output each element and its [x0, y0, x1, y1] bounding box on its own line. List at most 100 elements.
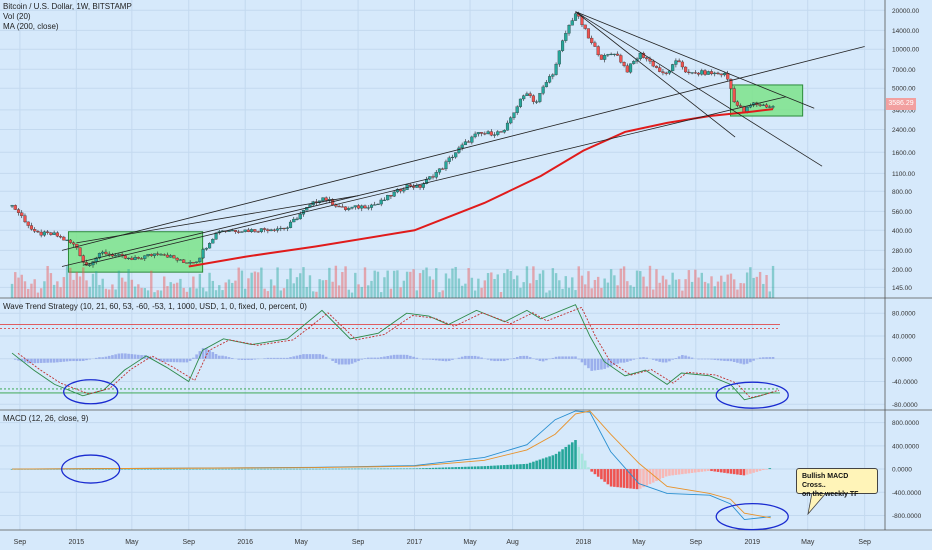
macd-histogram-bar	[493, 465, 496, 470]
volume-bar	[742, 283, 746, 298]
macd-annotation: Bullish MACD Cross.. on the weekly TF	[796, 468, 878, 498]
wt-momentum-bar	[52, 358, 56, 363]
macd-histogram-bar	[570, 442, 574, 470]
wt-momentum-bar	[344, 358, 347, 365]
candle-body	[431, 176, 435, 178]
volume-bar	[548, 290, 551, 298]
wt-momentum-bar	[710, 358, 713, 360]
volume-bar	[762, 283, 765, 298]
candle-body	[645, 57, 649, 60]
volume-bar	[405, 271, 409, 298]
volume-bar	[143, 288, 147, 298]
macd-histogram-bar	[538, 459, 542, 470]
volume-bar	[341, 272, 344, 298]
volume-bar	[522, 282, 525, 298]
legend-ma: MA (200, close)	[3, 22, 59, 31]
macd-histogram-bar	[298, 468, 302, 470]
volume-bar	[124, 281, 127, 298]
wt-momentum-bar	[632, 358, 636, 360]
volume-bar	[674, 279, 678, 298]
volume-bar	[713, 286, 716, 298]
macd-histogram-bar	[438, 467, 441, 470]
wt-momentum-bar	[172, 358, 176, 363]
macd-histogram-bar	[525, 463, 529, 470]
macd-histogram-bar	[243, 468, 247, 470]
wt-momentum-bar	[205, 348, 208, 359]
macd-histogram-bar	[399, 468, 402, 470]
x-tick-label: Sep	[690, 539, 703, 546]
macd-histogram-bar	[726, 469, 730, 474]
macd-histogram-bar	[153, 468, 156, 470]
candle-body	[505, 122, 510, 131]
macd-ellipse-2019	[715, 502, 789, 531]
volume-bar	[263, 288, 266, 298]
candle-body	[447, 157, 451, 162]
volume-bar	[311, 291, 315, 298]
wt-momentum-bar	[561, 356, 564, 359]
macd-histogram-bar	[661, 469, 665, 478]
wt-momentum-bar	[276, 357, 279, 359]
volume-bar	[266, 291, 270, 298]
candle-body	[172, 255, 176, 259]
volume-bar	[289, 268, 292, 298]
volume-bar	[490, 272, 493, 298]
macd-histogram-bar	[467, 466, 470, 470]
wt-momentum-bar	[85, 358, 88, 361]
wt-momentum-bar	[496, 358, 500, 362]
wt-tick-label: -80.0000	[892, 402, 918, 409]
wt-momentum-bar	[415, 357, 419, 359]
volume-bar	[286, 279, 289, 298]
volume-bar	[321, 280, 325, 298]
wt-momentum-bar	[13, 358, 17, 360]
wt-momentum-bar	[506, 358, 509, 361]
candle-body	[42, 231, 46, 236]
candle-body	[298, 213, 302, 220]
candle-body	[65, 239, 69, 241]
macd-histogram-bar	[81, 468, 85, 470]
macd-histogram-bar	[292, 468, 296, 470]
volume-bar	[107, 289, 111, 298]
volume-bar	[130, 279, 134, 298]
candle-body	[195, 261, 199, 263]
candle-body	[292, 218, 296, 223]
macd-histogram-bar	[583, 460, 587, 470]
wt-momentum-bar	[373, 357, 377, 359]
candle-body	[246, 229, 250, 233]
wt-momentum-bar	[606, 358, 610, 368]
volume-bar	[127, 269, 130, 298]
wt-momentum-bar	[645, 357, 649, 359]
wt-momentum-bar	[149, 357, 153, 359]
volume-bar	[383, 277, 386, 298]
volume-bar	[308, 275, 312, 298]
wt-momentum-bar	[46, 358, 49, 363]
candle-body	[470, 136, 474, 143]
volume-bar	[380, 292, 383, 298]
macd-histogram-bar	[350, 468, 354, 470]
wt-momentum-bar	[20, 358, 24, 362]
macd-histogram-bar	[587, 467, 590, 470]
wt-momentum-bar	[554, 356, 558, 359]
wt-momentum-bar	[535, 358, 538, 360]
volume-bar	[613, 275, 616, 298]
volume-bar	[493, 278, 496, 298]
wt-momentum-bar	[250, 358, 253, 360]
wt-momentum-bar	[723, 358, 726, 361]
macd-histogram-bar	[593, 469, 597, 475]
macd-histogram-bar	[107, 468, 111, 470]
volume-bar	[360, 286, 363, 298]
candle-body	[33, 229, 37, 232]
candle-body	[250, 229, 254, 233]
volume-bar	[208, 272, 211, 298]
candle-body	[758, 104, 762, 106]
candle-body	[386, 194, 390, 201]
volume-bar	[363, 267, 367, 298]
candle-body	[586, 28, 591, 39]
volume-bar	[140, 287, 143, 298]
candle-body	[204, 247, 208, 250]
volume-bar	[104, 288, 108, 298]
wt-momentum-bar	[175, 358, 179, 363]
macd-histogram-bar	[149, 468, 153, 470]
volume-bar	[606, 282, 610, 298]
macd-histogram-bar	[72, 468, 75, 470]
wt-momentum-bar	[762, 357, 765, 359]
